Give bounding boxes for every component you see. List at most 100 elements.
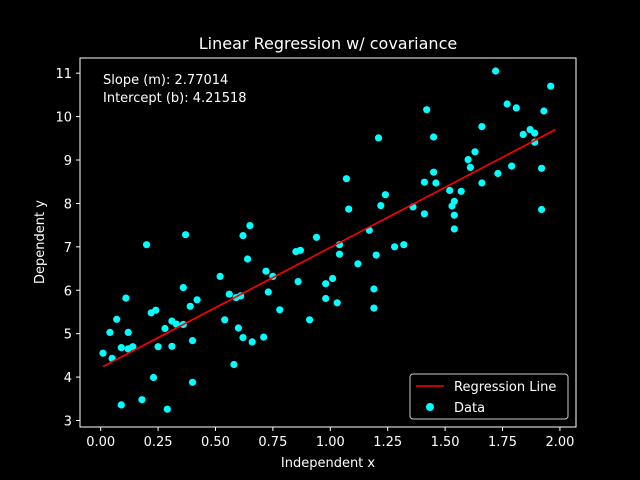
scatter-point (531, 129, 539, 137)
x-tick-label: 1.25 (373, 435, 402, 450)
scatter-point (182, 231, 190, 239)
intercept-annotation: Intercept (b): 4.21518 (103, 91, 247, 106)
scatter-point (538, 164, 546, 172)
scatter-point (329, 274, 337, 283)
scatter-point (377, 202, 385, 210)
scatter-point (154, 343, 162, 351)
scatter-point (306, 316, 314, 324)
legend-box (409, 373, 569, 420)
scatter-point (246, 222, 254, 230)
scatter-point (538, 205, 546, 214)
legend: Regression Line Data (409, 373, 569, 420)
scatter-point (503, 100, 511, 108)
scatter-point (117, 344, 125, 352)
scatter-point (234, 324, 242, 332)
scatter-point (335, 250, 344, 258)
scatter-point (420, 178, 428, 186)
scatter-point (430, 133, 438, 141)
x-tick-label: 0.75 (258, 435, 287, 450)
y-tick-label: 4 (64, 371, 72, 386)
scatter-point (186, 302, 194, 310)
scatter-point (149, 373, 158, 382)
scatter-point (540, 107, 548, 115)
y-tick-label: 8 (64, 197, 72, 212)
scatter-point (430, 168, 438, 176)
scatter-point (354, 260, 362, 268)
scatter-point (508, 162, 516, 170)
scatter-point (99, 349, 107, 357)
regression-line (102, 128, 556, 368)
axes-frame (79, 57, 577, 428)
scatter-point (494, 169, 502, 178)
chart-title: Linear Regression w/ covariance (199, 34, 457, 53)
scatter-point (193, 296, 201, 304)
scatter-point (446, 186, 454, 194)
y-tick-label: 10 (55, 111, 72, 126)
scatter-point (322, 294, 330, 303)
scatter-point (143, 241, 151, 249)
scatter-point (168, 342, 176, 350)
x-axis: 0.00 0.25 0.50 0.75 1.00 1.25 1.50 1.75 2.00 (86, 427, 574, 450)
scatter-point (478, 123, 486, 131)
scatter-point (519, 130, 527, 138)
scatter-point (161, 324, 169, 333)
scatter-point (163, 405, 171, 413)
scatter-point (345, 205, 353, 213)
x-tick-label: 1.50 (431, 435, 460, 450)
legend-scatter-swatch (426, 403, 434, 411)
scatter-point (230, 360, 238, 369)
scatter-point (370, 285, 378, 293)
scatter-point (244, 255, 252, 263)
scatter-point (138, 396, 146, 404)
y-tick-label: 11 (55, 67, 72, 82)
scatter-point (322, 280, 330, 288)
scatter-point (450, 197, 458, 205)
scatter-point (106, 328, 114, 336)
legend-scatter-label: Data (454, 401, 485, 416)
scatter-point (547, 82, 555, 90)
x-tick-label: 1.75 (488, 435, 517, 450)
x-tick-label: 2.00 (545, 435, 574, 450)
x-axis-label: Independent x (281, 456, 376, 471)
scatter-point (117, 401, 125, 409)
scatter-point (216, 272, 224, 280)
scatter-point (152, 306, 160, 314)
scatter-point (188, 337, 197, 345)
scatter-point (129, 343, 137, 351)
x-tick-label: 0.00 (86, 435, 115, 450)
scatter-point (294, 278, 302, 286)
scatter-point (122, 294, 130, 302)
slope-annotation: Slope (m): 2.77014 (103, 73, 228, 88)
y-tick-label: 9 (64, 154, 72, 169)
scatter-point (179, 284, 187, 292)
y-axis-label: Dependent y (33, 200, 48, 284)
y-tick-label: 7 (64, 241, 72, 256)
scatter-point (239, 334, 247, 342)
plot-area (79, 57, 577, 428)
scatter-point (172, 320, 180, 328)
scatter-point (423, 106, 431, 114)
scatter-point (276, 306, 284, 314)
y-tick-label: 6 (64, 284, 72, 299)
scatter-point (342, 175, 350, 183)
scatter-point (113, 315, 121, 323)
scatter-point (492, 67, 500, 75)
scatter-point (239, 232, 247, 240)
scatter-point (381, 191, 389, 199)
scatter-point (221, 316, 229, 324)
legend-line-label: Regression Line (454, 380, 556, 395)
scatter-point (464, 156, 472, 164)
y-axis: 3 4 5 6 7 8 9 10 11 (55, 67, 80, 429)
scatter-point (391, 243, 399, 251)
x-tick-label: 0.50 (201, 435, 230, 450)
x-tick-label: 1.00 (316, 435, 345, 450)
scatter-point (512, 104, 520, 112)
scatter-point (471, 148, 479, 156)
scatter-point (372, 251, 380, 259)
scatter-point (531, 138, 539, 146)
scatter-point (432, 179, 440, 187)
y-tick-label: 5 (64, 328, 72, 343)
scatter-point (333, 299, 341, 307)
scatter-point (260, 333, 268, 341)
